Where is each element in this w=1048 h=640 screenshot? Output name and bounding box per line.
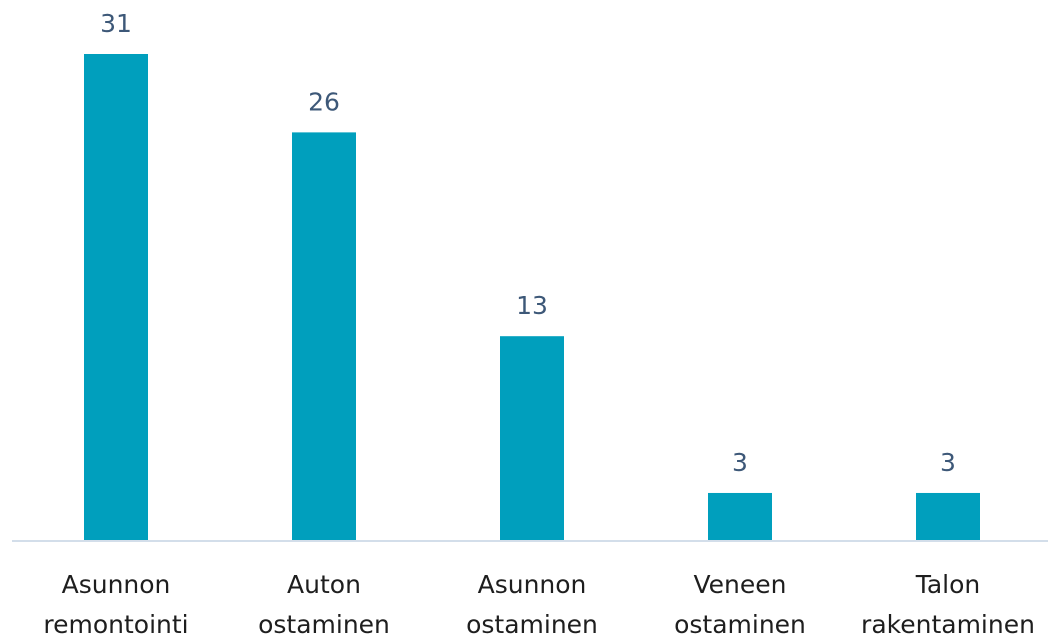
- value-label: 3: [732, 448, 748, 477]
- bar: [916, 492, 980, 540]
- value-label: 26: [308, 87, 340, 116]
- value-label: 3: [940, 448, 956, 477]
- x-tick-label: Talon rakentaminen: [861, 570, 1035, 639]
- value-label: 31: [100, 9, 132, 38]
- bar: [84, 54, 148, 540]
- bar: [708, 492, 772, 540]
- x-tick-label: Veneen ostaminen: [674, 570, 806, 639]
- bar: [500, 336, 564, 540]
- x-tick-label: Auton ostaminen: [258, 570, 390, 639]
- x-tick-label: Asunnon remontointi: [43, 570, 189, 639]
- value-label: 13: [516, 291, 548, 320]
- bar: [292, 132, 356, 541]
- x-tick-label: Asunnon ostaminen: [466, 570, 598, 639]
